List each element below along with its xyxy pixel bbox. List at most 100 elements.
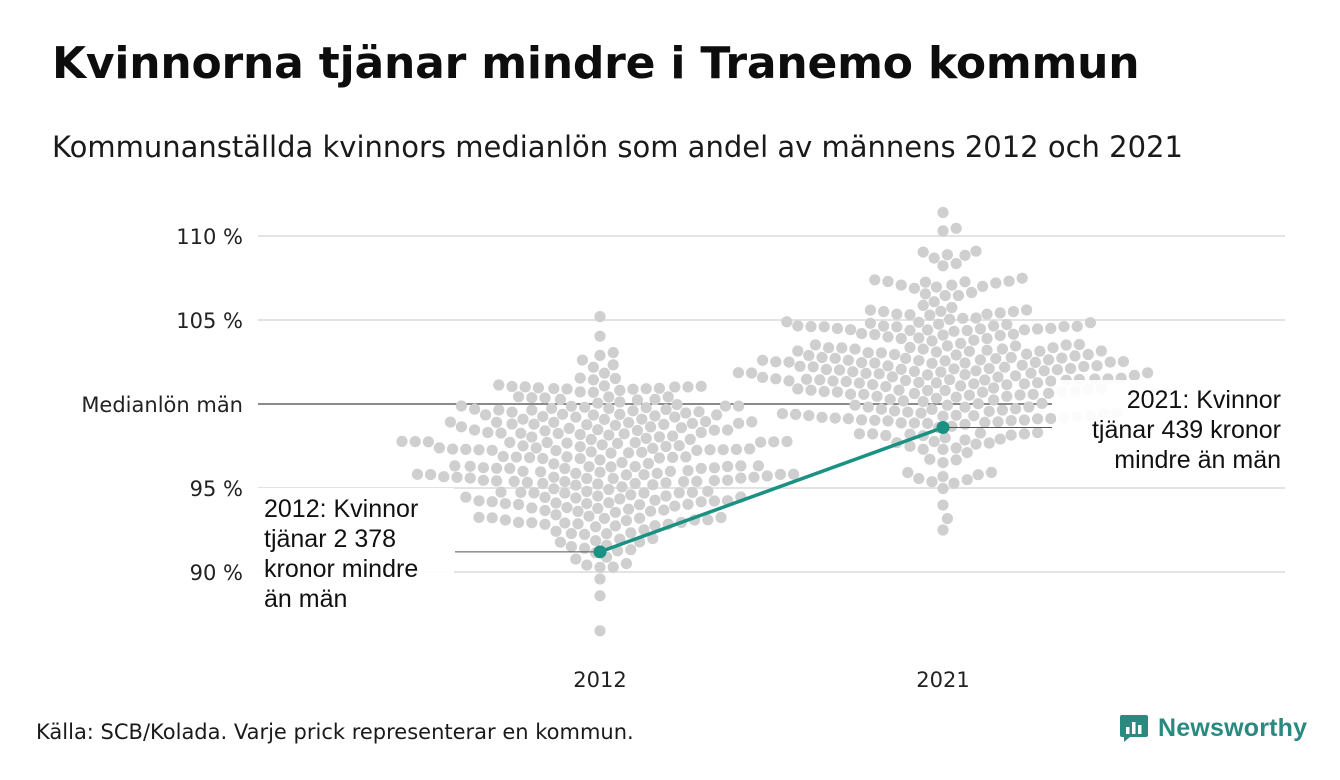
dot-2021 <box>1007 306 1020 318</box>
dot-2012 <box>616 481 628 493</box>
dot-2021 <box>757 354 769 366</box>
dot-2012 <box>653 452 666 464</box>
dot-2012 <box>614 396 626 408</box>
dot-2012 <box>535 466 547 478</box>
dot-2012 <box>658 504 670 516</box>
dot-2021 <box>1016 272 1028 284</box>
dot-2012 <box>532 382 545 394</box>
dot-2012 <box>504 462 516 474</box>
dot-2012 <box>526 431 538 443</box>
dot-2012 <box>623 447 635 459</box>
dot-2012 <box>460 443 472 455</box>
dot-2021 <box>950 258 962 270</box>
dot-2012 <box>449 460 461 472</box>
dot-2012 <box>592 397 604 409</box>
dot-2021 <box>867 428 879 440</box>
dot-2012 <box>702 514 714 526</box>
dot-2021 <box>1043 354 1055 366</box>
dot-2021 <box>959 369 971 381</box>
dot-2012 <box>433 442 445 454</box>
dot-2021 <box>935 305 947 317</box>
dot-2012 <box>539 504 551 517</box>
dot-2021 <box>836 342 848 354</box>
dot-2021 <box>895 417 907 429</box>
dot-2021 <box>776 408 789 420</box>
dot-2021 <box>926 476 938 488</box>
dot-2012 <box>579 528 591 541</box>
dot-2012 <box>708 462 721 474</box>
dot-2021 <box>891 308 903 320</box>
dot-2021 <box>948 325 960 337</box>
dot-2021 <box>809 339 822 351</box>
dot-2021 <box>842 413 855 425</box>
dot-2012 <box>755 436 767 448</box>
dot-2012 <box>530 442 542 454</box>
dot-2012 <box>513 391 525 403</box>
dot-2021 <box>966 286 978 299</box>
dot-2012 <box>455 421 467 433</box>
dot-2012 <box>557 408 569 420</box>
dot-2021 <box>913 316 925 328</box>
dot-2012 <box>539 392 551 404</box>
dot-2021 <box>1071 320 1083 332</box>
dot-2021 <box>869 274 881 286</box>
dot-2012 <box>587 374 600 386</box>
dot-2012 <box>686 417 699 429</box>
dot-2021 <box>840 376 852 388</box>
dot-2012 <box>774 468 787 480</box>
dot-2012 <box>673 440 685 452</box>
dot-2021 <box>959 418 971 430</box>
dot-2012 <box>722 474 734 486</box>
dot-2012 <box>539 491 551 503</box>
dot-2021 <box>994 329 1006 342</box>
dot-2021 <box>959 249 971 261</box>
dot-2012 <box>510 451 522 463</box>
dot-2021 <box>908 417 921 429</box>
dot-2021 <box>913 355 925 367</box>
dot-2012 <box>607 472 619 485</box>
dot-2021 <box>827 375 839 387</box>
dot-2012 <box>647 442 659 454</box>
dot-2012 <box>583 461 595 473</box>
dot-2012 <box>495 427 507 439</box>
dot-2021 <box>873 368 885 380</box>
dot-2021 <box>955 380 967 392</box>
dot-2012 <box>447 443 459 455</box>
dot-2012 <box>444 416 456 428</box>
dot-2021 <box>917 299 929 311</box>
dot-2021 <box>897 395 910 407</box>
dot-2021 <box>1018 378 1030 390</box>
dot-2012 <box>636 446 648 458</box>
dot-2021 <box>1025 367 1037 379</box>
dot-2021 <box>937 260 949 272</box>
dot-2012 <box>660 477 672 489</box>
dot-2012 <box>576 354 589 366</box>
dot-2012 <box>634 512 646 524</box>
dot-2012 <box>477 474 489 486</box>
dot-2012 <box>469 424 481 436</box>
dot-2021 <box>878 306 890 318</box>
dot-2012 <box>491 462 503 474</box>
dot-2021 <box>959 276 971 288</box>
dot-2012 <box>744 443 756 455</box>
dot-2021 <box>882 415 894 427</box>
dot-2012 <box>499 514 511 526</box>
dot-2012 <box>524 452 536 464</box>
dot-2021 <box>968 410 980 422</box>
dot-2021 <box>926 357 938 369</box>
dot-2021 <box>805 321 817 333</box>
dot-2021 <box>867 379 879 391</box>
dot-2021 <box>853 377 866 389</box>
dot-2021 <box>746 367 758 379</box>
y-tick-label: Medianlön män <box>81 393 243 417</box>
dot-2021 <box>904 341 916 354</box>
dot-2012 <box>594 330 606 342</box>
dot-2021 <box>792 345 804 357</box>
annotation-2021-line: 2021: Kvinnor <box>1127 386 1281 414</box>
dot-2021 <box>1029 356 1041 368</box>
dot-2021 <box>959 434 971 446</box>
dot-2021 <box>1038 365 1050 377</box>
dot-2012 <box>559 462 571 475</box>
dot-2021 <box>939 290 951 302</box>
newsworthy-logo-icon <box>1120 715 1148 742</box>
